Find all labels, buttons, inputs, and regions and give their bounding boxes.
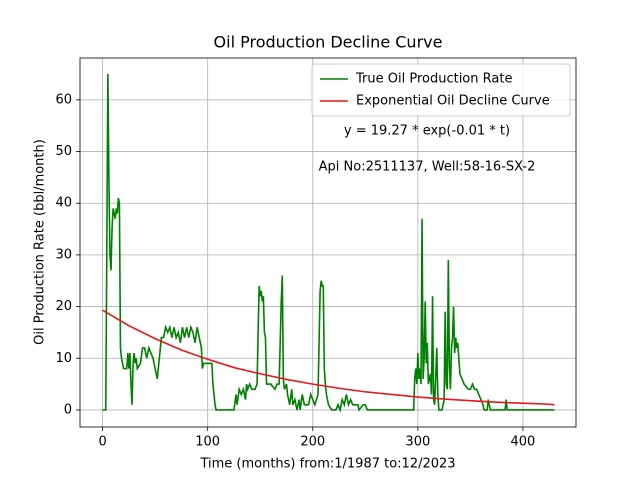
x-tick-label: 300 bbox=[405, 435, 430, 450]
data-line bbox=[102, 309, 555, 406]
annotation: y = 19.27 * exp(-0.01 * t) bbox=[344, 124, 510, 139]
legend-label: True Oil Production Rate bbox=[355, 72, 512, 87]
y-tick-label: 30 bbox=[55, 247, 72, 262]
x-axis-label: Time (months) from:1/1987 to:12/2023 bbox=[199, 457, 455, 472]
y-tick-label: 20 bbox=[55, 299, 72, 314]
legend-label: Exponential Oil Decline Curve bbox=[356, 94, 550, 109]
data-line bbox=[102, 74, 555, 413]
x-tick-label: 200 bbox=[300, 435, 325, 450]
y-tick-label: 0 bbox=[64, 402, 72, 417]
y-tick-label: 40 bbox=[55, 196, 72, 211]
x-tick-label: 0 bbox=[98, 435, 106, 450]
plot-frame bbox=[79, 57, 577, 428]
y-tick-label: 60 bbox=[55, 92, 72, 107]
y-tick-label: 10 bbox=[55, 351, 72, 366]
y-axis-label: Oil Production Rate (bbl/month) bbox=[33, 139, 48, 345]
chart-title: Oil Production Decline Curve bbox=[214, 33, 443, 52]
annotation: Api No:2511137, Well:58-16-SX-2 bbox=[319, 160, 536, 175]
x-tick-label: 100 bbox=[195, 435, 220, 450]
x-tick-label: 400 bbox=[511, 435, 536, 450]
y-tick-label: 50 bbox=[55, 144, 72, 159]
legend-box bbox=[311, 63, 571, 117]
